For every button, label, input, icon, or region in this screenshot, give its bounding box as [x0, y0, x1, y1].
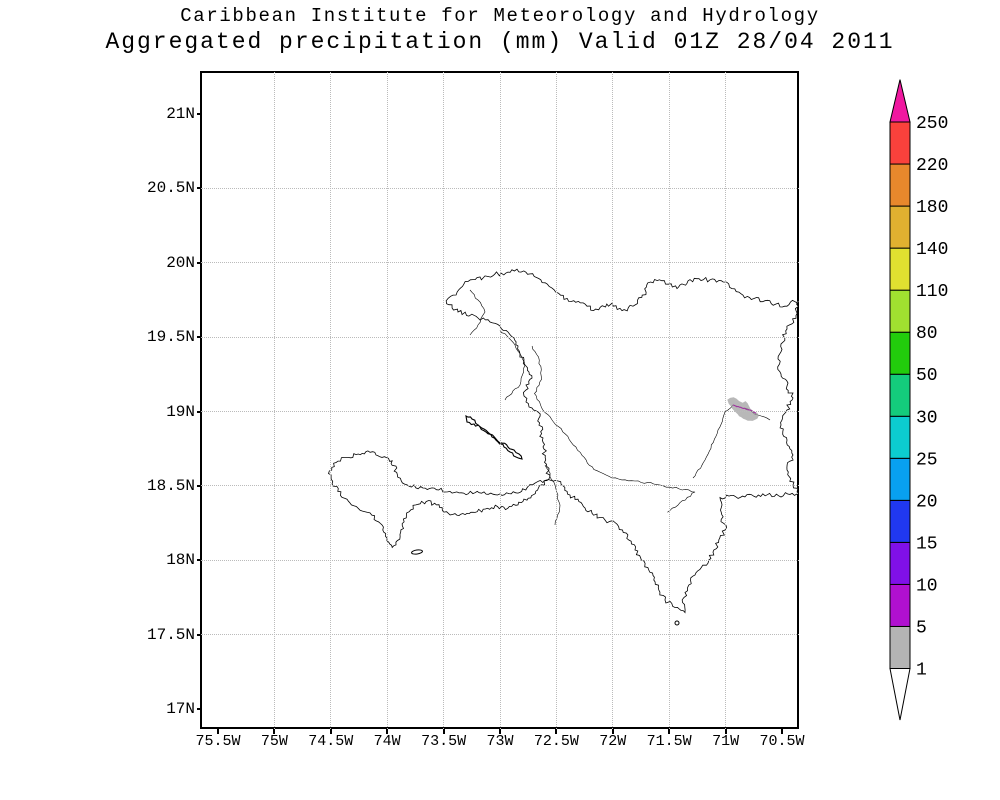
svg-text:50: 50: [916, 366, 938, 386]
svg-text:140: 140: [916, 240, 948, 260]
svg-text:220: 220: [916, 156, 948, 176]
svg-text:30: 30: [916, 408, 938, 428]
svg-text:5: 5: [916, 618, 927, 638]
svg-text:110: 110: [916, 282, 948, 302]
svg-text:180: 180: [916, 198, 948, 218]
svg-text:10: 10: [916, 576, 938, 596]
svg-text:80: 80: [916, 324, 938, 344]
svg-text:1: 1: [916, 661, 927, 681]
svg-text:15: 15: [916, 534, 938, 554]
svg-text:20: 20: [916, 492, 938, 512]
svg-text:25: 25: [916, 450, 938, 470]
svg-text:250: 250: [916, 114, 948, 134]
